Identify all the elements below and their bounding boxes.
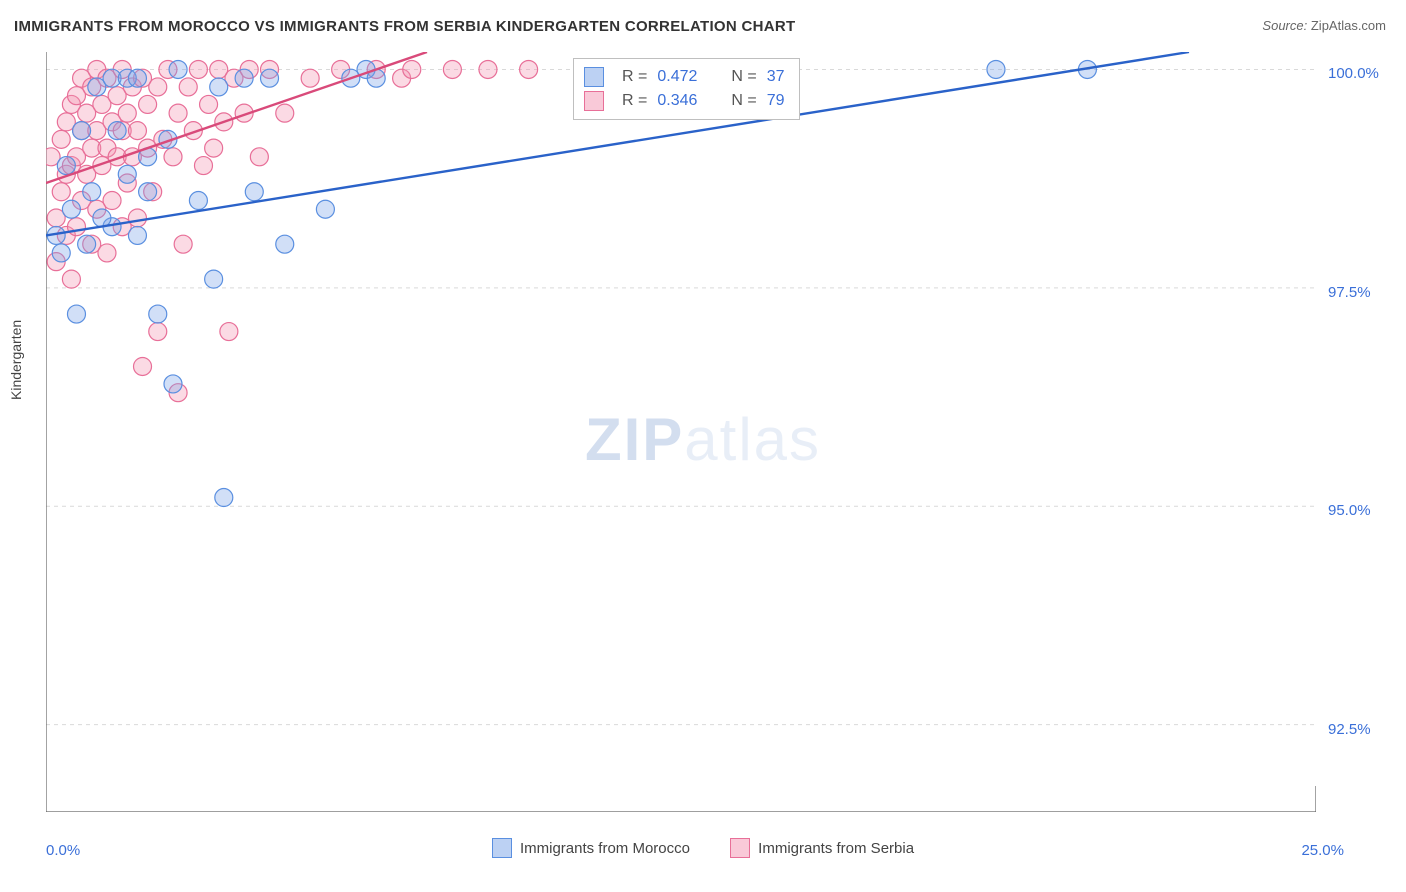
legend-label-morocco: Immigrants from Morocco <box>520 840 690 857</box>
legend-entry-serbia: Immigrants from Serbia <box>730 838 914 858</box>
swatch-serbia <box>730 838 750 858</box>
stats-row-serbia: R = 0.346 N = 79 <box>584 89 785 113</box>
source-label: Source: <box>1262 18 1307 33</box>
scatter-chart <box>46 52 1316 812</box>
legend-label-serbia: Immigrants from Serbia <box>758 840 914 857</box>
r-value-morocco: 0.472 <box>657 65 697 89</box>
swatch-morocco <box>492 838 512 858</box>
plot-area <box>46 52 1316 812</box>
r-label: R = <box>622 65 647 89</box>
swatch-morocco <box>584 67 604 87</box>
source-value: ZipAtlas.com <box>1311 18 1386 33</box>
r-label: R = <box>622 89 647 113</box>
stats-row-morocco: R = 0.472 N = 37 <box>584 65 785 89</box>
legend-entry-morocco: Immigrants from Morocco <box>492 838 690 858</box>
y-tick-label: 95.0% <box>1328 502 1371 519</box>
n-value-serbia: 79 <box>767 89 785 113</box>
y-tick-label: 97.5% <box>1328 284 1371 301</box>
n-label: N = <box>731 65 756 89</box>
chart-title: IMMIGRANTS FROM MOROCCO VS IMMIGRANTS FR… <box>14 18 795 35</box>
y-axis-label: Kindergarten <box>8 320 24 400</box>
n-label: N = <box>731 89 756 113</box>
n-value-morocco: 37 <box>767 65 785 89</box>
legend-bottom: Immigrants from Morocco Immigrants from … <box>0 838 1406 862</box>
y-tick-label: 100.0% <box>1328 65 1379 82</box>
stats-legend-box: R = 0.472 N = 37 R = 0.346 N = 79 <box>573 58 800 120</box>
source-attribution: Source: ZipAtlas.com <box>1262 18 1386 33</box>
r-value-serbia: 0.346 <box>657 89 697 113</box>
swatch-serbia <box>584 91 604 111</box>
y-tick-label: 92.5% <box>1328 721 1371 738</box>
